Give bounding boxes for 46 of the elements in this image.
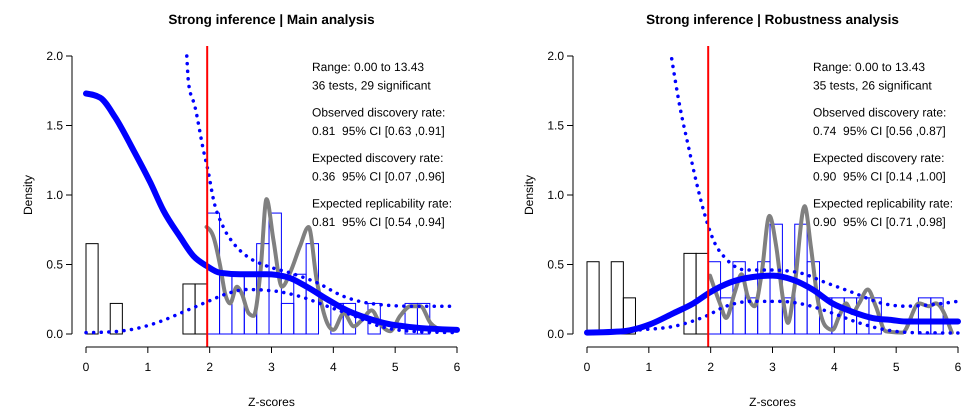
annotation: Observed discovery rate: <box>312 106 446 120</box>
y-tick-label: 0.5 <box>46 258 64 272</box>
annotation: Expected discovery rate: <box>312 151 444 165</box>
annotation: Expected discovery rate: <box>813 151 944 165</box>
annotation: 0.90 95% CI [0.71 ,0.98] <box>813 215 946 229</box>
y-tick-label: 1.5 <box>547 118 564 132</box>
x-axis-title: Z-scores <box>248 395 295 409</box>
annotation: 0.81 95% CI [0.54 ,0.94] <box>312 215 445 229</box>
x-tick-label: 1 <box>144 360 152 374</box>
x-axis-title: Z-scores <box>749 395 796 409</box>
y-tick-label: 1.0 <box>46 188 64 202</box>
x-tick-label: 5 <box>892 360 900 374</box>
x-tick-label: 2 <box>707 360 714 374</box>
annotation: 36 tests, 29 significant <box>312 78 432 92</box>
annotation: 0.81 95% CI [0.63 ,0.91] <box>312 124 445 138</box>
y-tick-label: 1.5 <box>46 118 64 132</box>
x-tick-label: 2 <box>206 360 214 374</box>
y-axis-title: Density <box>21 174 35 216</box>
annotation: 35 tests, 26 significant <box>813 78 932 92</box>
annotation: Expected replicability rate: <box>813 196 954 210</box>
annotation: 0.90 95% CI [0.14 ,1.00] <box>813 170 946 184</box>
x-tick-label: 3 <box>268 360 276 374</box>
x-tick-label: 0 <box>82 360 90 374</box>
annotation: 0.36 95% CI [0.07 ,0.96] <box>312 170 445 184</box>
x-tick-label: 1 <box>645 360 652 374</box>
y-axis-title: Density <box>522 174 536 216</box>
y-tick-label: 0.5 <box>547 258 564 272</box>
annotation: Observed discovery rate: <box>813 106 946 120</box>
annotation: Expected replicability rate: <box>312 196 452 210</box>
chart-title: Strong inference | Robustness analysis <box>646 12 899 27</box>
x-tick-label: 3 <box>769 360 776 374</box>
chart-title: Strong inference | Main analysis <box>168 12 375 27</box>
y-tick-label: 0.0 <box>547 327 564 341</box>
y-tick-label: 2.0 <box>547 49 564 63</box>
x-tick-label: 5 <box>392 360 399 374</box>
annotation: 0.74 95% CI [0.56 ,0.87] <box>813 124 946 138</box>
x-tick-label: 4 <box>830 360 838 374</box>
annotation: Range: 0.00 to 13.43 <box>312 60 424 74</box>
annotation: Range: 0.00 to 13.43 <box>813 60 926 74</box>
y-tick-label: 0.0 <box>46 327 64 341</box>
x-tick-label: 4 <box>330 360 337 374</box>
x-tick-label: 6 <box>454 360 461 374</box>
x-tick-label: 0 <box>584 360 591 374</box>
y-tick-label: 1.0 <box>547 188 564 202</box>
x-tick-label: 6 <box>954 360 962 374</box>
y-tick-label: 2.0 <box>46 49 64 63</box>
